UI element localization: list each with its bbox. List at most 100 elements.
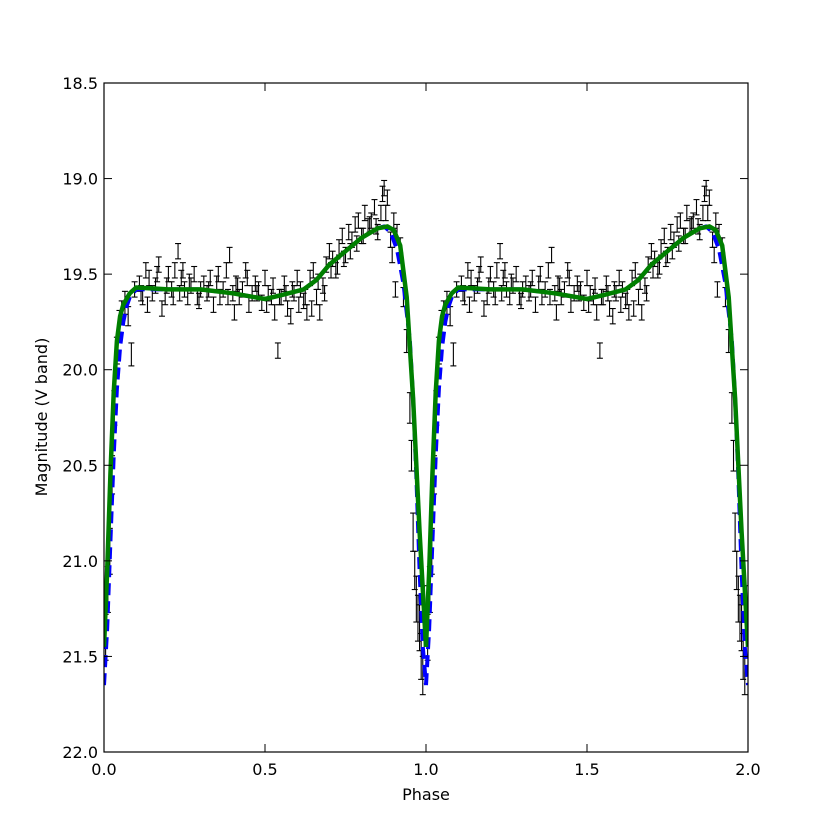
observation-point (215, 265, 222, 283)
y-tick-label: 21.5 (62, 647, 98, 666)
observation-point (566, 269, 573, 287)
observation-point (667, 223, 674, 241)
observation-point (321, 285, 328, 302)
observation-point (171, 262, 178, 279)
observation-point (389, 246, 396, 264)
observation-point (316, 304, 323, 321)
observation-point (476, 265, 483, 283)
observation-point (513, 265, 520, 283)
x-tick-label: 2.0 (735, 760, 760, 779)
x-tick-label: 0.0 (91, 760, 116, 779)
observation-point (480, 300, 487, 317)
y-tick-label: 19.5 (62, 265, 98, 284)
observation-point (638, 304, 645, 321)
observation-point (643, 285, 650, 302)
data-layer (104, 179, 748, 696)
observation-point (630, 300, 637, 317)
observation-point (701, 185, 708, 203)
y-axis-title: Magnitude (V band) (32, 338, 51, 497)
observation-point (384, 189, 391, 206)
plot-frame (103, 82, 749, 753)
x-axis-title: Phase (402, 785, 450, 804)
observation-point (144, 296, 151, 313)
observation-point (677, 212, 684, 229)
observation-point (548, 246, 555, 264)
observation-point (732, 512, 739, 552)
y-tick-label: 20.5 (62, 456, 98, 475)
observation-point (592, 277, 599, 294)
observation-point (497, 243, 504, 260)
observation-point (733, 550, 740, 591)
observation-point (308, 300, 315, 317)
observation-point (382, 204, 389, 222)
observation-point (352, 216, 359, 233)
observation-point (270, 277, 277, 294)
y-tick-label: 18.5 (62, 74, 98, 93)
observation-point (128, 342, 135, 367)
observation-point (294, 269, 301, 287)
observation-point (635, 288, 642, 306)
observation-point (390, 212, 397, 229)
observation-point (371, 199, 378, 216)
observation-point (345, 223, 352, 241)
solid-model-curve (104, 224, 429, 648)
observation-point (271, 304, 278, 321)
observation-point (231, 304, 238, 321)
y-tick-label: 22.0 (62, 743, 98, 762)
observation-point (142, 262, 149, 279)
observation-point (355, 212, 362, 229)
observation-point (303, 304, 310, 321)
observation-point (625, 304, 632, 321)
y-tick-label: 19.0 (62, 170, 98, 189)
observation-point (464, 262, 471, 279)
observation-point (714, 281, 721, 298)
observation-point (493, 262, 500, 279)
observation-point (287, 307, 294, 325)
observation-point (584, 269, 590, 287)
solid-model-curve (423, 224, 748, 648)
observation-point (517, 292, 524, 310)
observation-point (609, 307, 616, 325)
observation-point (617, 296, 624, 313)
x-tick-label: 0.5 (252, 760, 277, 779)
observation-point (593, 304, 600, 321)
observation-point (179, 262, 186, 279)
observation-point (154, 265, 161, 283)
observation-point (326, 243, 333, 260)
observation-point (616, 269, 623, 287)
observation-point (711, 246, 718, 264)
y-tick-label: 21.0 (62, 552, 98, 571)
observation-point (295, 296, 302, 313)
observation-point (392, 281, 399, 298)
observation-point (379, 185, 386, 203)
observation-point (596, 342, 603, 359)
observation-point (158, 300, 165, 317)
x-tick-label: 1.0 (413, 760, 438, 779)
observation-point (532, 296, 539, 313)
observation-point (195, 292, 202, 310)
observation-point (175, 243, 182, 260)
observation-point (313, 288, 320, 306)
observation-point (693, 199, 700, 216)
observation-point (501, 262, 508, 279)
observation-point (411, 550, 418, 591)
y-tick-label: 20.0 (62, 361, 98, 380)
observation-point (712, 212, 719, 229)
observation-point (244, 269, 251, 287)
observation-point (262, 269, 268, 287)
observation-point (466, 296, 473, 313)
observation-point (274, 342, 281, 359)
observation-point (545, 262, 552, 279)
observation-point (361, 204, 368, 222)
observation-point (704, 204, 711, 222)
observation-point (706, 189, 713, 206)
observation-point (683, 204, 690, 222)
observation-point (210, 296, 217, 313)
observation-point (245, 296, 252, 313)
axes-layer: 0.0 0.5 1.0 1.5 2.0 18.5 19.0 19.5 20.0 20.5 21.0 2… (62, 74, 760, 779)
observation-point (537, 265, 544, 283)
x-tick-label: 1.5 (574, 760, 599, 779)
observation-point (450, 342, 457, 367)
observation-point (191, 265, 198, 283)
